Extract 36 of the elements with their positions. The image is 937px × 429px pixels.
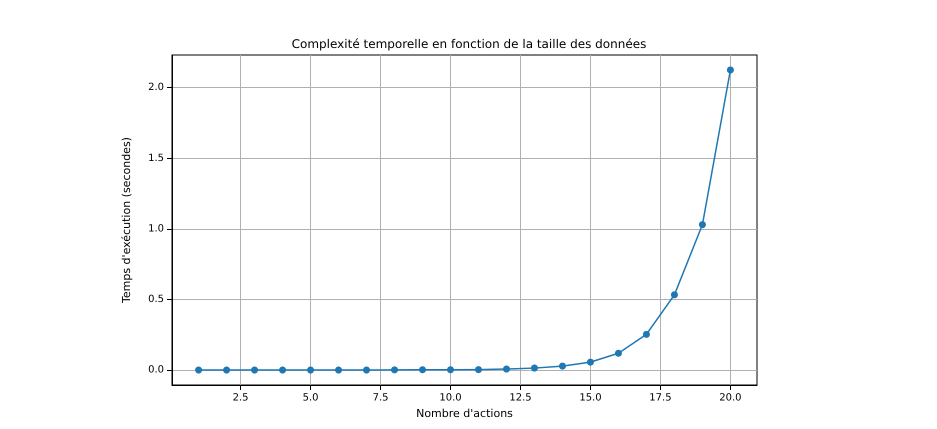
x-tick-label: 12.5 [509, 392, 532, 404]
point [475, 366, 482, 374]
x-tick-label: 5.0 [302, 392, 319, 404]
x-tick-label: 10.0 [439, 392, 462, 404]
y-tick-label: 0.5 [148, 294, 164, 305]
point [614, 350, 622, 357]
point [419, 366, 426, 374]
point [335, 366, 342, 374]
point [586, 358, 594, 366]
point [558, 362, 566, 370]
point [391, 366, 398, 374]
x-axis-title: Nombre d'actions [416, 406, 514, 420]
y-tick-label: 2.0 [148, 82, 164, 94]
x-tick-label: 15.0 [579, 392, 602, 404]
y-axis-title: Temps d'exécution (secondes) [120, 137, 133, 304]
point [447, 366, 454, 374]
point [670, 291, 678, 298]
point [195, 366, 202, 374]
point [279, 366, 286, 374]
y-tick-label: 1.0 [148, 223, 164, 234]
point [363, 366, 370, 374]
point [530, 364, 538, 372]
point [642, 330, 650, 338]
point [502, 366, 510, 373]
point [251, 366, 258, 374]
x-tick-label: 17.5 [649, 392, 672, 404]
x-tick-label: 2.5 [232, 392, 249, 404]
point [698, 221, 706, 228]
chart-title: Complexité temporelle en fonction de la taille des données [292, 37, 646, 51]
y-tick-label: 0.0 [148, 364, 164, 376]
point [307, 366, 314, 374]
point [223, 366, 230, 374]
y-tick-label: 1.5 [148, 152, 164, 164]
point [726, 66, 734, 74]
x-tick-label: 20.0 [719, 392, 742, 404]
x-tick-label: 7.5 [372, 392, 388, 404]
